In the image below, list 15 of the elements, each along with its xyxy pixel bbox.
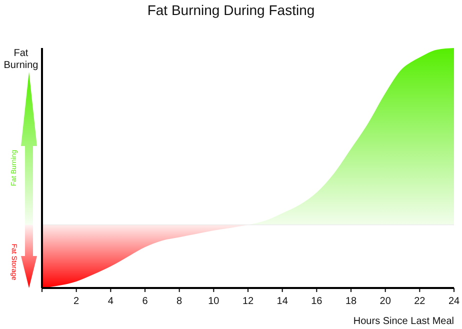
- x-tick-label: 12: [242, 296, 254, 307]
- y-axis-title: Fat Burning: [4, 48, 38, 71]
- x-tick-label: 18: [345, 296, 357, 307]
- x-tick-label: 14: [276, 296, 288, 307]
- x-tick-label: 8: [176, 296, 183, 307]
- x-tick-label: 24: [448, 296, 460, 307]
- x-tick-label: 2: [74, 296, 80, 307]
- x-tick-label: 6: [142, 296, 148, 307]
- x-axis-title: Hours Since Last Meal: [353, 316, 454, 327]
- chart-title: Fat Burning During Fasting: [147, 2, 315, 18]
- x-tick-label: 4: [108, 296, 114, 307]
- x-tick-label: 16: [311, 296, 323, 307]
- x-tick-label: 10: [208, 296, 220, 307]
- x-tick-label: 20: [380, 296, 392, 307]
- x-tick-label: 22: [414, 296, 426, 307]
